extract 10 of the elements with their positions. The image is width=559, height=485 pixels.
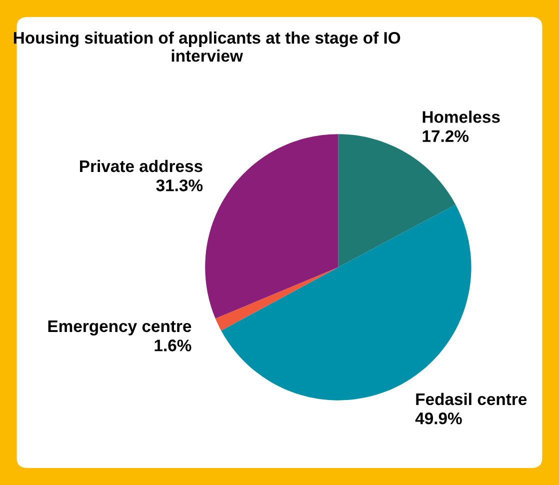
pie-slice	[215, 267, 338, 331]
slice-label: Homeless	[422, 110, 500, 123]
data-label: 31.3%	[156, 179, 203, 192]
slice-label: Fedasil centre	[416, 392, 527, 406]
data-label: 1.6%	[154, 340, 192, 352]
slice-label: Private address	[80, 160, 202, 172]
data-label: 49.9%	[415, 412, 462, 424]
pie-slice	[205, 134, 338, 319]
slice-label: Emergency centre	[48, 320, 192, 336]
data-label: 17.2%	[422, 130, 469, 142]
